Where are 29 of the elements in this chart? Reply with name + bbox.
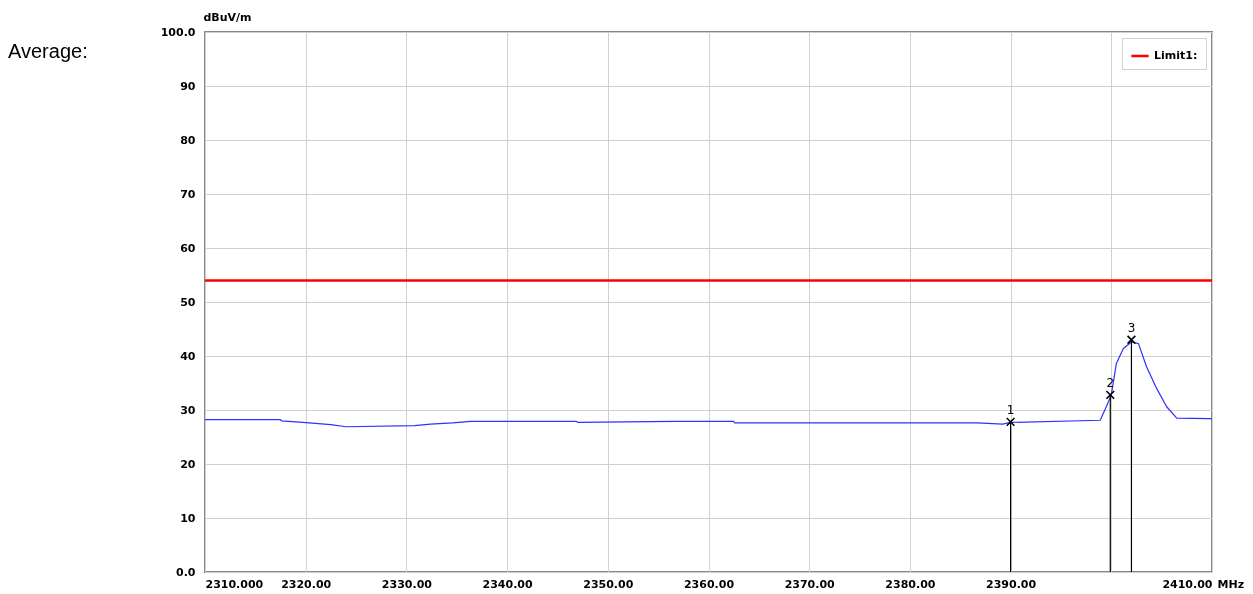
y-tick-label: 80: [180, 133, 196, 147]
y-tick-label: 100.0: [160, 25, 196, 39]
x-axis-title: MHz: [1217, 577, 1245, 591]
y-tick-label: 20: [180, 457, 196, 471]
y-tick-label: 0.0: [176, 565, 196, 579]
y-tick-label: 60: [180, 241, 196, 255]
y-axis-title: dBuV/m: [203, 10, 252, 24]
chart-title: Average:: [8, 40, 88, 63]
x-tick-label: 2360.00: [683, 577, 735, 591]
y-tick-label: 10: [180, 511, 196, 525]
annotation: 1: [1006, 402, 1015, 417]
y-tick-label: 30: [180, 403, 196, 417]
x-tick-label: 2340.00: [482, 577, 533, 591]
y-tick-label: 70: [180, 187, 196, 201]
annotation: 3: [1127, 320, 1136, 335]
x-tick-label: 2310.000: [205, 577, 264, 591]
legend-label: Limit1:: [1154, 49, 1198, 62]
x-tick-label: 2320.00: [281, 577, 332, 591]
x-tick-label: 2370.00: [784, 577, 836, 591]
x-tick-label: 2380.00: [885, 577, 936, 591]
y-tick-label: 90: [180, 79, 196, 93]
line-series: [204, 341, 1213, 428]
x-tick-label: 2390.00: [986, 577, 1037, 591]
y-tick-label: 40: [180, 349, 196, 363]
x-tick-label: 2330.00: [381, 577, 433, 591]
annotation: 2: [1106, 375, 1115, 390]
x-tick-label: 2350.00: [583, 577, 634, 591]
y-tick-label: 50: [180, 295, 196, 309]
x-tick-label: 2410.00: [1162, 577, 1213, 591]
